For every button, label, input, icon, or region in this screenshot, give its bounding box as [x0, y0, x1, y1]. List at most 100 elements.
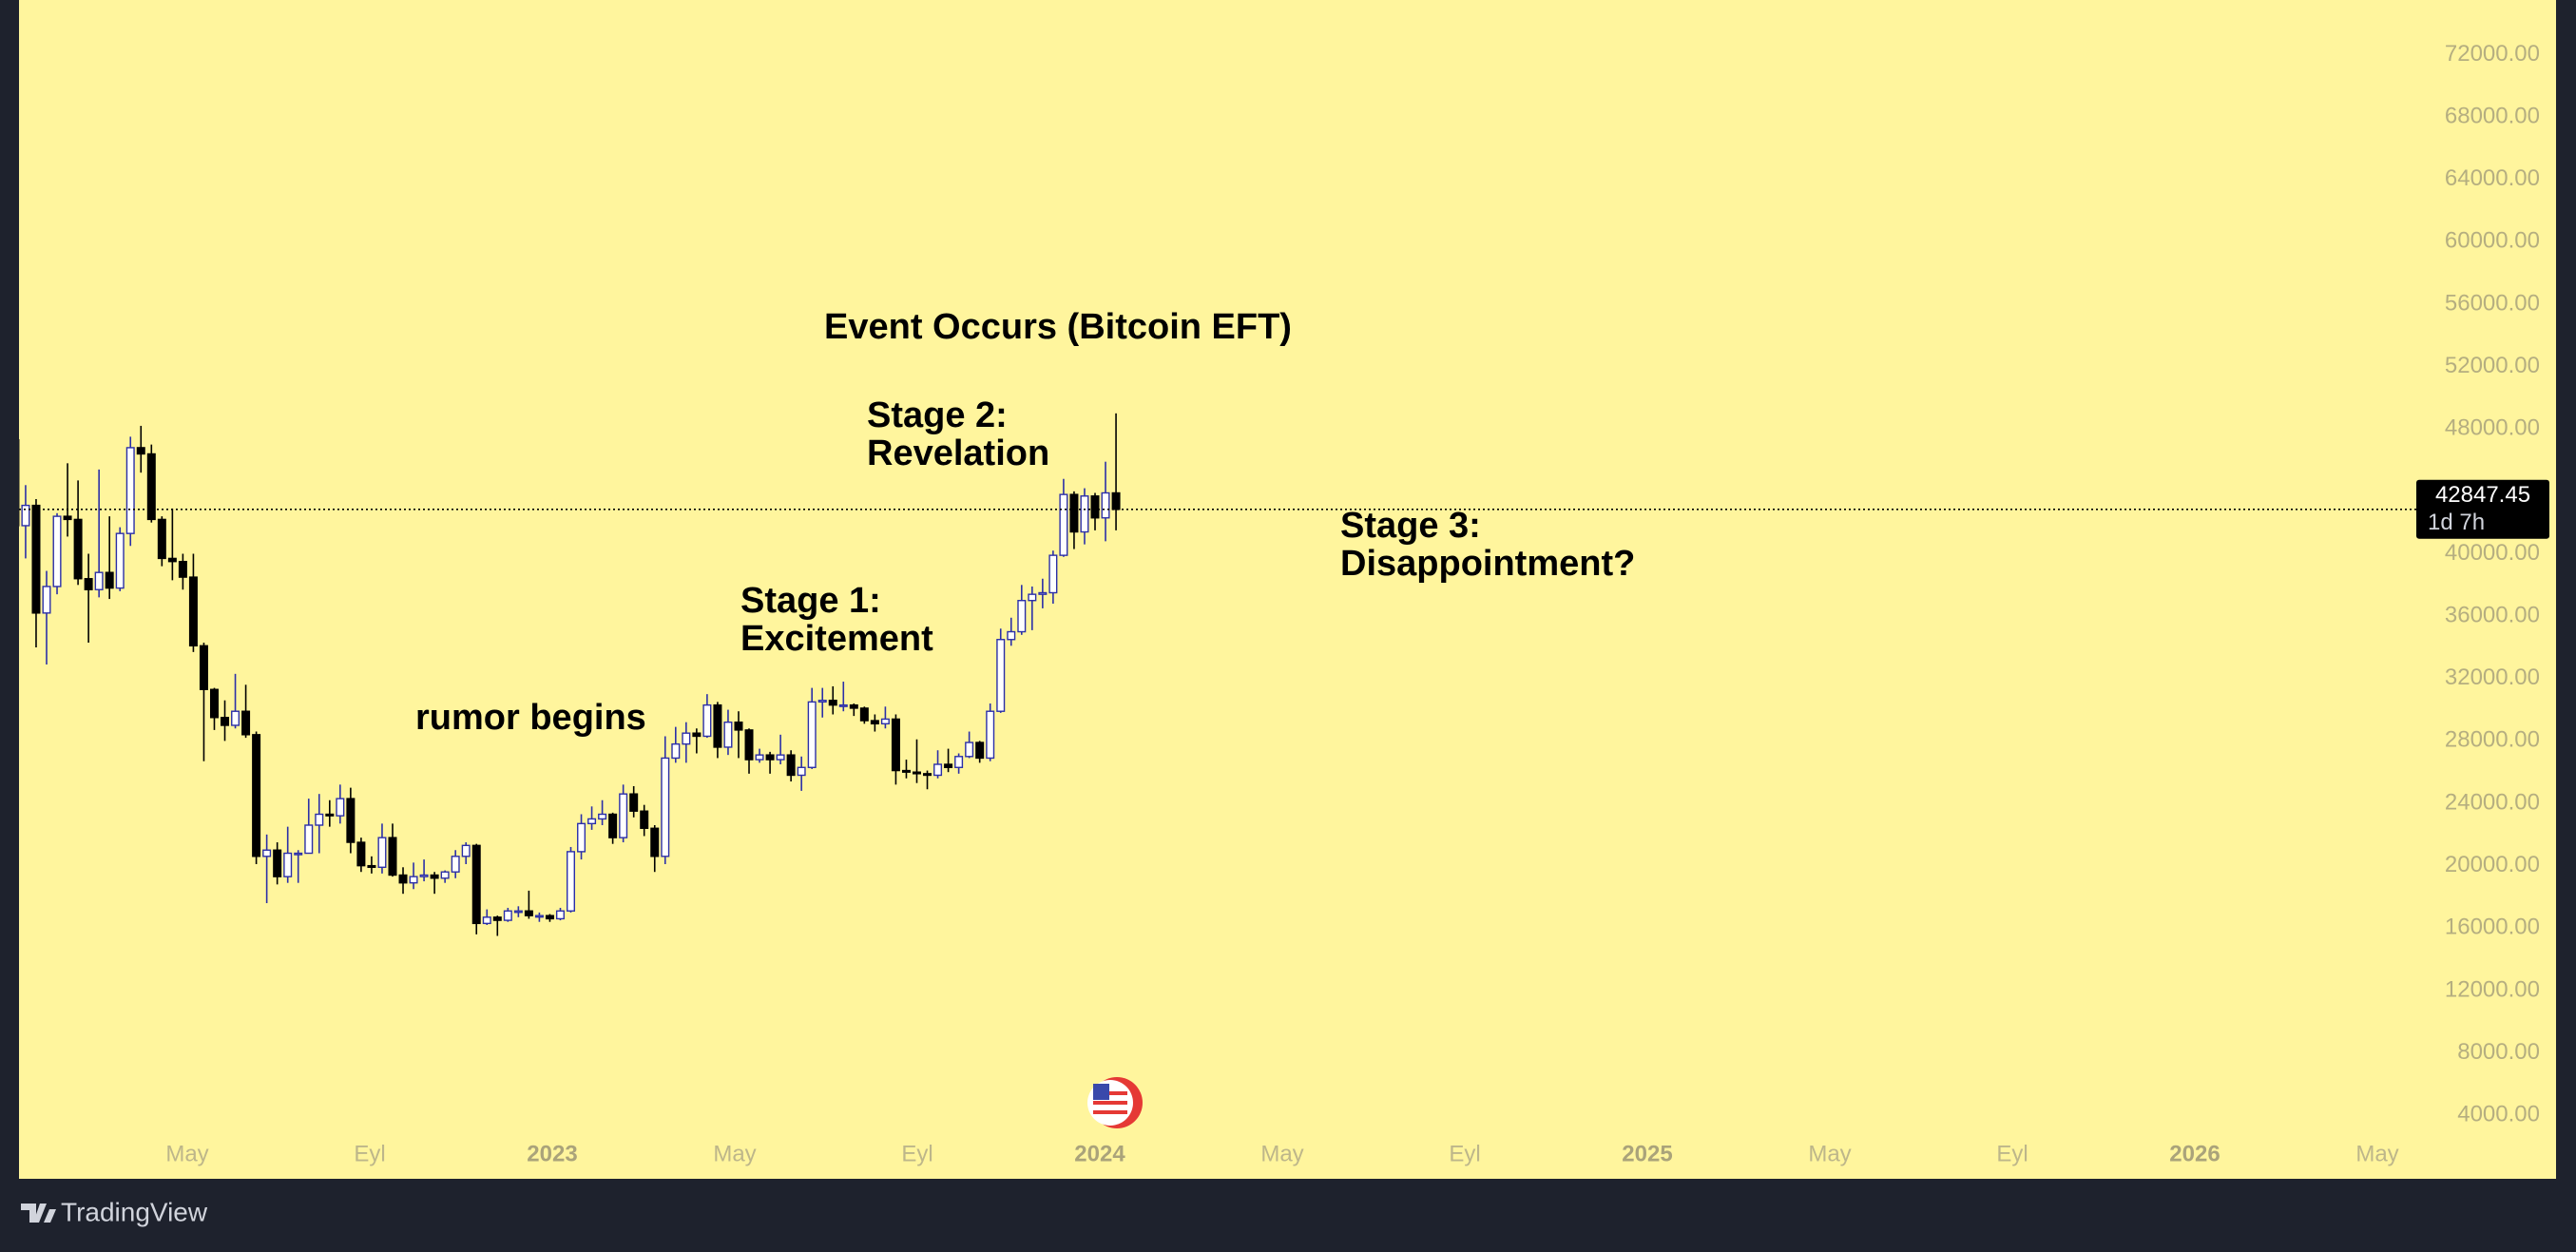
candle-body	[838, 703, 848, 707]
candle-body	[692, 732, 702, 738]
candle-body	[797, 766, 806, 777]
y-tick-label: 52000.00	[2445, 353, 2540, 378]
candle-body	[807, 701, 817, 768]
candle-body	[859, 707, 869, 722]
candle-body	[891, 718, 900, 772]
candle-body	[21, 504, 30, 527]
candle-body	[555, 910, 565, 920]
candle-body	[650, 827, 660, 857]
y-tick-label: 8000.00	[2457, 1039, 2540, 1065]
candle-body	[178, 560, 187, 578]
candle-body	[304, 824, 314, 855]
x-tick-label: May	[1260, 1141, 1303, 1166]
y-tick-label: 28000.00	[2445, 727, 2540, 753]
candle-body	[723, 721, 733, 748]
annotation: Event Occurs (Bitcoin EFT)	[824, 307, 1292, 347]
candle-body	[870, 720, 879, 725]
candle-body	[346, 798, 356, 843]
candle-body	[608, 813, 618, 838]
candle-body	[157, 518, 166, 560]
candle-body	[923, 773, 932, 777]
candle-body	[336, 798, 345, 817]
y-tick-label: 40000.00	[2445, 540, 2540, 566]
candle-body	[1048, 554, 1058, 594]
event-flag[interactable]	[1087, 1077, 1143, 1128]
candle-body	[524, 910, 533, 916]
x-tick-label: 2024	[1074, 1141, 1125, 1166]
candle-body	[567, 851, 576, 912]
brand[interactable]: TradingView	[21, 1197, 208, 1226]
candle-body	[765, 754, 775, 761]
x-tick-label: May	[1808, 1141, 1851, 1166]
candle-body	[713, 703, 722, 748]
candle-body	[377, 837, 387, 868]
candle-body	[849, 703, 858, 709]
candle-body	[356, 841, 366, 867]
candle-body	[1038, 591, 1048, 595]
candle-body	[1101, 491, 1110, 519]
candle-body	[84, 578, 93, 590]
candle-body	[661, 757, 670, 857]
candle-body	[954, 756, 964, 768]
candle-body	[1111, 491, 1121, 510]
candle-body	[461, 844, 471, 857]
candle-body	[1007, 630, 1016, 641]
candle-body	[325, 813, 335, 817]
annotation: rumor begins	[415, 698, 646, 738]
candle-body	[136, 447, 145, 455]
candle-body	[513, 910, 523, 914]
candle-body	[671, 742, 681, 760]
x-tick-label: 2023	[527, 1141, 577, 1166]
candle-body	[755, 754, 764, 761]
candle-body	[619, 793, 628, 838]
x-tick-label: Eyl	[354, 1141, 385, 1166]
candle-body	[451, 856, 460, 873]
candle-body	[52, 515, 62, 587]
candles	[19, 413, 1121, 936]
annotation: Stage 2:	[867, 395, 1008, 435]
y-tick-label: 72000.00	[2445, 41, 2540, 67]
y-tick-label: 16000.00	[2445, 915, 2540, 940]
candle-body	[744, 729, 754, 761]
candle-body	[986, 710, 995, 760]
candle-body	[1069, 493, 1079, 533]
candle-body	[975, 742, 985, 760]
price-tag-countdown: 1d 7h	[2428, 510, 2485, 535]
candle-body	[786, 754, 796, 777]
candle-body	[880, 718, 890, 725]
y-tick-label: 36000.00	[2445, 602, 2540, 627]
y-tick-label: 68000.00	[2445, 103, 2540, 128]
y-tick-label: 20000.00	[2445, 852, 2540, 877]
x-tick-label: Eyl	[901, 1141, 932, 1166]
candle-body	[776, 754, 785, 761]
x-tick-label: May	[2355, 1141, 2398, 1166]
candle-body	[817, 700, 827, 703]
candle-body	[63, 515, 72, 521]
y-tick-label: 4000.00	[2457, 1102, 2540, 1127]
candle-body	[933, 763, 943, 777]
candle-body	[94, 571, 104, 590]
candle-body	[598, 813, 607, 820]
brand-name: TradingView	[61, 1197, 208, 1226]
candle-body	[209, 688, 219, 719]
candle-body	[115, 532, 125, 589]
candle-body	[482, 916, 491, 925]
candle-body	[534, 915, 544, 918]
x-tick-label: Eyl	[1996, 1141, 2028, 1166]
annotation: Revelation	[867, 433, 1049, 473]
candle-body	[262, 849, 272, 857]
candle-body	[629, 793, 639, 812]
candle-body	[828, 700, 837, 706]
candle-body	[409, 876, 418, 884]
y-tick-label: 32000.00	[2445, 665, 2540, 690]
candle-body	[682, 732, 691, 745]
x-tick-label: 2025	[1622, 1141, 1672, 1166]
candle-body	[221, 717, 230, 726]
annotation: Stage 3:	[1340, 506, 1481, 546]
candle-body	[1017, 600, 1027, 633]
candle-body	[398, 874, 408, 884]
x-tick-label: 2026	[2169, 1141, 2220, 1166]
candle-body	[702, 703, 712, 738]
